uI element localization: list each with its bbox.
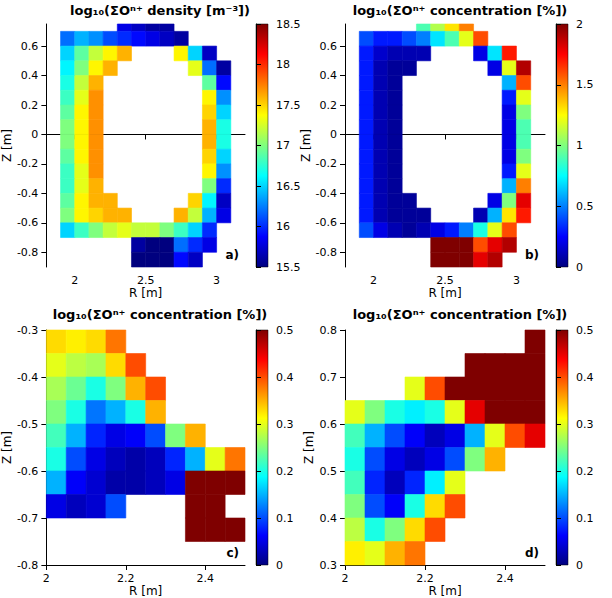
- svg-text:18.5: 18.5: [276, 18, 301, 31]
- svg-text:3: 3: [213, 274, 220, 287]
- svg-text:17: 17: [276, 139, 290, 152]
- svg-text:0.3: 0.3: [576, 418, 594, 431]
- svg-text:-0.8: -0.8: [17, 246, 38, 259]
- svg-text:0: 0: [576, 261, 583, 274]
- svg-text:Z [m]: Z [m]: [302, 431, 316, 464]
- svg-text:0: 0: [276, 559, 283, 572]
- svg-text:0.4: 0.4: [576, 371, 594, 384]
- svg-text:2: 2: [576, 18, 583, 31]
- svg-text:2.2: 2.2: [117, 572, 135, 585]
- svg-text:3: 3: [513, 274, 520, 287]
- svg-text:d): d): [525, 546, 539, 560]
- svg-text:0: 0: [31, 128, 38, 141]
- svg-text:-0.6: -0.6: [17, 216, 38, 229]
- svg-text:0.3: 0.3: [320, 559, 338, 572]
- svg-text:Z [m]: Z [m]: [0, 129, 14, 162]
- svg-text:0.2: 0.2: [276, 465, 294, 478]
- svg-text:-0.8: -0.8: [17, 559, 38, 572]
- svg-text:log₁₀(ΣOⁿ⁺ concentration [%]): log₁₀(ΣOⁿ⁺ concentration [%]): [353, 307, 568, 322]
- svg-text:0.1: 0.1: [576, 512, 594, 525]
- svg-text:-0.6: -0.6: [316, 216, 337, 229]
- svg-text:15.5: 15.5: [276, 261, 301, 274]
- svg-text:-0.8: -0.8: [316, 246, 337, 259]
- svg-text:-0.5: -0.5: [17, 418, 38, 431]
- svg-text:0.5: 0.5: [576, 200, 594, 213]
- svg-text:2: 2: [342, 572, 349, 585]
- svg-text:0.6: 0.6: [320, 40, 338, 53]
- svg-text:17.5: 17.5: [276, 99, 301, 112]
- svg-text:0.4: 0.4: [276, 371, 294, 384]
- svg-text:-0.3: -0.3: [17, 324, 38, 337]
- svg-text:R [m]: R [m]: [129, 584, 162, 598]
- svg-text:-0.2: -0.2: [17, 157, 38, 170]
- svg-text:-0.4: -0.4: [17, 371, 38, 384]
- svg-text:0.2: 0.2: [21, 99, 39, 112]
- svg-text:0.1: 0.1: [276, 512, 294, 525]
- svg-text:1.5: 1.5: [576, 78, 594, 91]
- svg-text:16.5: 16.5: [276, 180, 301, 193]
- svg-text:2.5: 2.5: [137, 274, 155, 287]
- svg-text:0.5: 0.5: [320, 465, 338, 478]
- svg-text:2.4: 2.4: [197, 572, 215, 585]
- svg-text:0.2: 0.2: [320, 99, 338, 112]
- svg-text:-0.4: -0.4: [316, 187, 337, 200]
- svg-text:2: 2: [71, 274, 78, 287]
- svg-text:2.5: 2.5: [436, 274, 454, 287]
- svg-text:Z [m]: Z [m]: [0, 431, 14, 464]
- svg-text:0: 0: [330, 128, 337, 141]
- svg-text:-0.7: -0.7: [17, 512, 38, 525]
- svg-text:log₁₀(ΣOⁿ⁺ concentration [%]): log₁₀(ΣOⁿ⁺ concentration [%]): [353, 3, 568, 18]
- svg-text:-0.2: -0.2: [316, 157, 337, 170]
- svg-text:0: 0: [576, 559, 583, 572]
- svg-text:-0.6: -0.6: [17, 465, 38, 478]
- svg-text:0.7: 0.7: [320, 371, 338, 384]
- svg-text:log₁₀(ΣOⁿ⁺ density [m⁻³]): log₁₀(ΣOⁿ⁺ density [m⁻³]): [70, 3, 250, 18]
- svg-text:18: 18: [276, 58, 290, 71]
- svg-text:0.2: 0.2: [576, 465, 594, 478]
- svg-text:0.4: 0.4: [21, 69, 39, 82]
- svg-text:0.6: 0.6: [21, 40, 39, 53]
- svg-text:2: 2: [370, 274, 377, 287]
- svg-text:2: 2: [43, 572, 50, 585]
- svg-text:b): b): [525, 248, 539, 262]
- svg-text:a): a): [225, 248, 239, 262]
- svg-text:0.5: 0.5: [276, 324, 294, 337]
- svg-text:0.8: 0.8: [320, 324, 338, 337]
- svg-text:R [m]: R [m]: [428, 286, 461, 300]
- svg-text:0.5: 0.5: [576, 324, 594, 337]
- svg-text:2.2: 2.2: [416, 572, 434, 585]
- svg-text:R [m]: R [m]: [129, 286, 162, 300]
- svg-text:c): c): [226, 546, 239, 560]
- svg-text:R [m]: R [m]: [428, 584, 461, 598]
- svg-text:log₁₀(ΣOⁿ⁺ concentration [%]): log₁₀(ΣOⁿ⁺ concentration [%]): [53, 307, 268, 322]
- svg-text:Z [m]: Z [m]: [299, 129, 313, 162]
- svg-text:2.4: 2.4: [496, 572, 514, 585]
- svg-text:0.4: 0.4: [320, 512, 338, 525]
- svg-text:0.6: 0.6: [320, 418, 338, 431]
- svg-text:0.3: 0.3: [276, 418, 294, 431]
- svg-text:1: 1: [576, 139, 583, 152]
- svg-text:0.4: 0.4: [320, 69, 338, 82]
- svg-text:-0.4: -0.4: [17, 187, 38, 200]
- svg-text:16: 16: [276, 220, 290, 233]
